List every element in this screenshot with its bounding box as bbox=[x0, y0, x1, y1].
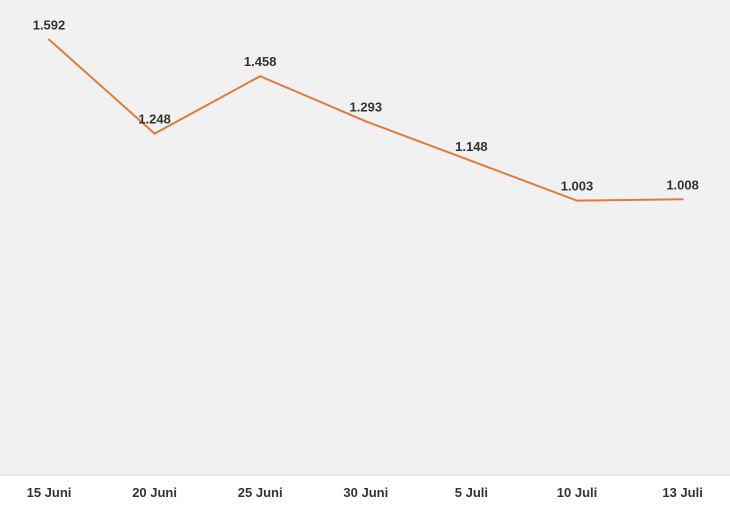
x-tick-label: 20 Juni bbox=[132, 485, 177, 500]
series-group bbox=[48, 38, 684, 202]
x-tick-label: 25 Juni bbox=[238, 485, 283, 500]
data-point bbox=[259, 75, 262, 78]
data-point bbox=[364, 120, 367, 123]
x-tick-label: 10 Juli bbox=[557, 485, 597, 500]
plot-background bbox=[0, 0, 730, 475]
x-axis-ticks: 15 Juni 20 Juni 25 Juni 30 Juni 5 Juli 10 Jul… bbox=[27, 485, 703, 500]
data-label: 1.003 bbox=[561, 179, 594, 194]
x-tick-label: 15 Juni bbox=[27, 485, 72, 500]
data-label: 1.293 bbox=[350, 99, 383, 114]
data-point bbox=[576, 199, 578, 202]
x-tick-label: 5 Juli bbox=[455, 485, 488, 500]
data-point bbox=[48, 38, 50, 41]
x-axis-band bbox=[0, 475, 730, 511]
data-label: 1.458 bbox=[244, 54, 277, 69]
data-label: 1.148 bbox=[455, 139, 488, 154]
data-point bbox=[153, 132, 156, 135]
x-tick-label: 13 Juli bbox=[662, 485, 702, 500]
data-point bbox=[681, 198, 684, 201]
x-tick-label: 30 Juni bbox=[343, 485, 388, 500]
data-point bbox=[470, 159, 473, 162]
data-label: 1.008 bbox=[666, 177, 699, 192]
data-labels: 1.592 1.248 1.458 1.293 1.148 1.003 1.008 bbox=[33, 18, 699, 194]
data-label: 1.248 bbox=[138, 112, 171, 127]
data-label: 1.592 bbox=[33, 18, 66, 33]
